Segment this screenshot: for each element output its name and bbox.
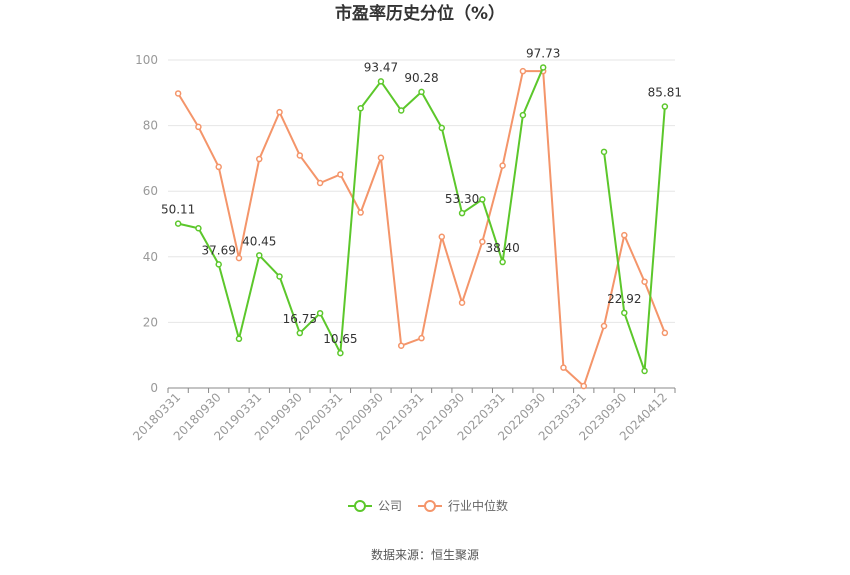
data-point bbox=[316, 179, 324, 187]
series-layer bbox=[174, 64, 669, 390]
data-label: 85.81 bbox=[648, 86, 682, 100]
data-point bbox=[600, 322, 608, 330]
data-point bbox=[174, 220, 182, 227]
data-point bbox=[499, 162, 506, 169]
y-tick-label: 60 bbox=[143, 184, 158, 198]
data-label: 97.73 bbox=[526, 46, 560, 60]
legend-label: 公司 bbox=[378, 499, 402, 513]
data-label: 16.75 bbox=[283, 312, 317, 326]
data-label: 53.30 bbox=[445, 192, 479, 206]
data-point bbox=[337, 171, 344, 178]
x-axis: 2018033120180930201903312019093020200331… bbox=[130, 387, 676, 443]
data-point bbox=[276, 108, 283, 116]
data-point bbox=[539, 64, 547, 71]
y-tick-label: 0 bbox=[150, 381, 158, 395]
data-label: 37.69 bbox=[202, 243, 236, 257]
legend-label: 行业中位数 bbox=[448, 498, 508, 513]
data-point bbox=[296, 329, 304, 337]
y-tick-label: 100 bbox=[135, 53, 158, 67]
data-point bbox=[397, 342, 405, 349]
data-point bbox=[296, 152, 304, 159]
data-label: 93.47 bbox=[364, 60, 398, 74]
data-point bbox=[377, 78, 385, 85]
data-point bbox=[661, 329, 669, 337]
data-point bbox=[438, 124, 446, 132]
series-公司 bbox=[174, 64, 669, 375]
series-行业中位数 bbox=[174, 67, 669, 390]
data-point bbox=[357, 209, 364, 216]
legend-item-公司[interactable]: 公司 bbox=[348, 499, 402, 513]
data-point bbox=[256, 252, 263, 259]
data-label: 38.40 bbox=[485, 241, 519, 255]
data-point bbox=[641, 367, 648, 375]
chart-title: 市盈率历史分位（%） bbox=[335, 3, 505, 24]
legend-marker bbox=[424, 500, 436, 512]
data-point bbox=[479, 238, 486, 245]
data-point bbox=[256, 155, 263, 163]
data-point bbox=[418, 334, 425, 342]
y-tick-label: 40 bbox=[143, 250, 158, 264]
data-point bbox=[438, 233, 446, 241]
data-point bbox=[215, 261, 222, 268]
legend-marker bbox=[354, 500, 366, 512]
data-point bbox=[519, 67, 527, 75]
data-label: 90.28 bbox=[404, 71, 438, 85]
data-label: 22.92 bbox=[607, 292, 641, 306]
data-point bbox=[621, 309, 628, 317]
data-point bbox=[499, 258, 506, 266]
data-point bbox=[600, 148, 608, 156]
data-label: 50.11 bbox=[161, 203, 195, 217]
data-point bbox=[235, 335, 243, 343]
legend-item-行业中位数[interactable]: 行业中位数 bbox=[418, 498, 508, 513]
series-line bbox=[603, 106, 666, 372]
data-point bbox=[458, 209, 466, 217]
source-note: 数据来源：恒生聚源 bbox=[371, 547, 479, 562]
y-tick-label: 80 bbox=[143, 119, 158, 133]
data-label: 10.65 bbox=[323, 332, 357, 346]
data-point bbox=[195, 225, 202, 232]
data-point bbox=[316, 309, 324, 317]
data-point bbox=[621, 231, 628, 239]
data-point bbox=[418, 88, 425, 96]
grid-lines bbox=[168, 59, 675, 323]
data-point bbox=[580, 382, 587, 390]
data-point bbox=[560, 364, 567, 371]
data-point bbox=[458, 299, 466, 306]
data-point bbox=[397, 107, 405, 114]
y-tick-label: 20 bbox=[143, 315, 158, 329]
data-point bbox=[479, 196, 486, 203]
data-labels: 50.11 37.69 40.45 16.75 10.65 93.47 90.28 53.30… bbox=[161, 46, 682, 346]
data-point bbox=[337, 349, 344, 357]
data-point bbox=[661, 103, 669, 110]
data-point bbox=[174, 90, 182, 97]
data-point bbox=[641, 278, 648, 285]
legend[interactable]: 公司 行业中位数 bbox=[348, 498, 508, 513]
data-label: 40.45 bbox=[242, 234, 276, 248]
data-point bbox=[195, 123, 202, 131]
y-axis: 0 20 40 60 80 100 bbox=[135, 53, 158, 395]
data-point bbox=[235, 254, 243, 262]
data-point bbox=[215, 163, 222, 171]
data-point bbox=[357, 104, 364, 112]
data-point bbox=[377, 154, 385, 161]
data-point bbox=[276, 273, 283, 280]
data-point bbox=[519, 111, 527, 119]
